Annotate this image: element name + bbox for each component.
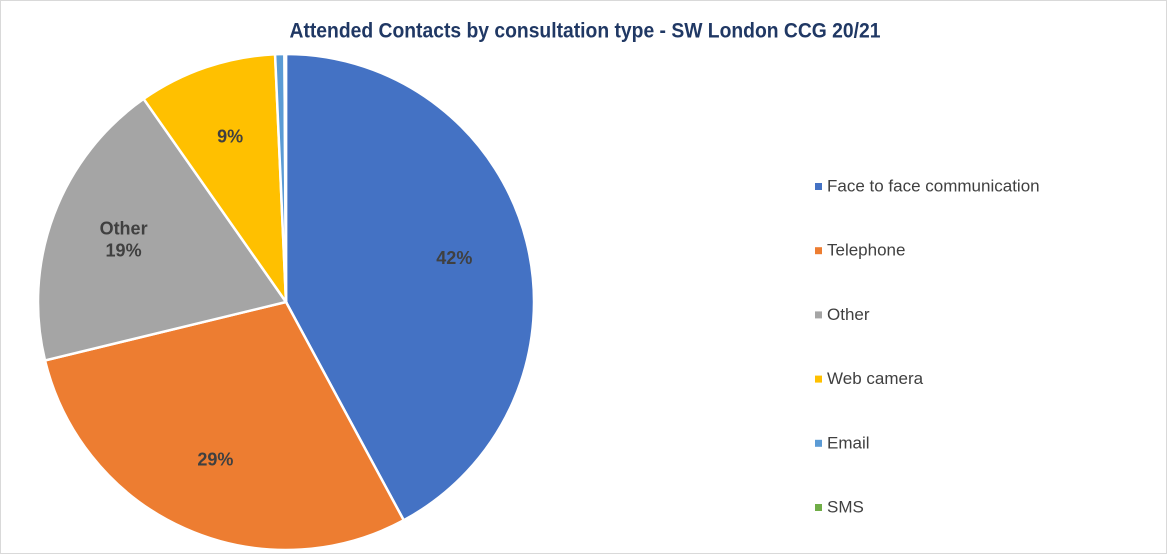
legend-label: Telephone: [827, 241, 905, 260]
legend-swatch: [815, 375, 822, 383]
legend-label: Other: [827, 305, 870, 324]
legend-label: Face to face communication: [827, 176, 1040, 195]
legend-swatch: [815, 311, 822, 319]
data-label: 19%: [106, 240, 142, 260]
legend-label: SMS: [827, 497, 864, 516]
legend-swatch: [815, 183, 822, 190]
data-label: 29%: [197, 449, 233, 469]
data-label: 9%: [217, 126, 243, 146]
legend-label: Email: [827, 433, 870, 452]
legend-swatch: [815, 439, 822, 447]
pie-slice: [43, 300, 406, 552]
pie-slice: [284, 52, 536, 522]
legend-swatch: [815, 247, 822, 255]
pie-slice: [36, 97, 289, 362]
legend-swatch: [815, 504, 822, 511]
data-label-name: Other: [100, 218, 148, 238]
pie-slice: [141, 52, 288, 307]
data-label: 42%: [436, 248, 472, 268]
legend-label: Web camera: [827, 369, 924, 388]
chart-title: Attended Contacts by consultation type -…: [290, 20, 881, 43]
pie-slice: [283, 52, 288, 303]
